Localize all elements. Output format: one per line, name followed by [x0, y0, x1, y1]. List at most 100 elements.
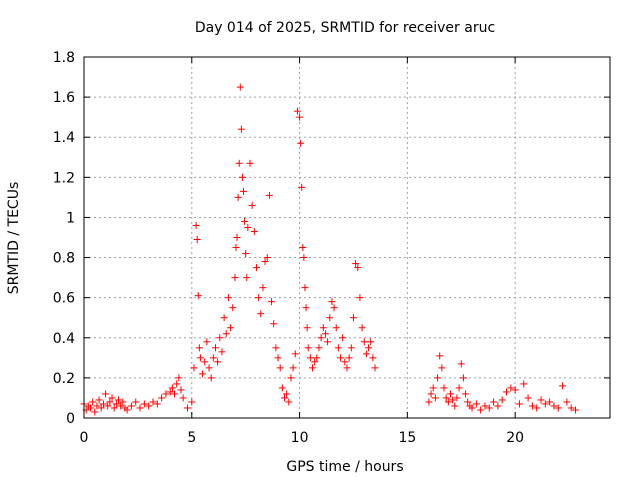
x-axis-label: GPS time / hours: [286, 459, 403, 475]
data-point: [429, 384, 437, 392]
data-point: [354, 264, 362, 272]
data-point: [554, 404, 562, 412]
data-point: [218, 348, 226, 356]
data-points: [80, 83, 580, 416]
y-tick-label: 1.6: [53, 90, 75, 106]
data-point: [285, 398, 293, 406]
data-point: [132, 398, 140, 406]
chart-title: Day 014 of 2025, SRMTID for receiver aru…: [195, 20, 495, 36]
data-point: [303, 324, 311, 332]
data-point: [140, 400, 148, 408]
data-point: [287, 374, 295, 382]
data-point: [224, 294, 232, 302]
data-point: [168, 384, 176, 392]
data-point: [243, 274, 251, 282]
data-point: [246, 159, 254, 167]
data-point: [304, 344, 312, 352]
data-point: [349, 314, 357, 322]
data-point: [153, 400, 161, 408]
data-point: [263, 254, 271, 262]
data-point: [179, 394, 187, 402]
data-point: [145, 402, 153, 410]
data-point: [188, 398, 196, 406]
data-point: [237, 125, 245, 133]
data-point: [455, 384, 463, 392]
data-point: [238, 173, 246, 181]
data-point: [341, 358, 349, 366]
data-point: [272, 344, 280, 352]
data-point: [166, 388, 174, 396]
data-point: [93, 402, 101, 410]
data-point: [352, 260, 360, 268]
data-point: [358, 324, 366, 332]
data-point: [369, 354, 377, 362]
data-point: [299, 244, 307, 252]
x-tick-label: 15: [398, 430, 416, 446]
data-point: [232, 244, 240, 252]
y-tick-label: 1.8: [53, 50, 75, 66]
data-point: [324, 338, 332, 346]
data-point: [214, 358, 222, 366]
data-point: [438, 364, 446, 372]
data-point: [347, 344, 355, 352]
data-point: [365, 344, 373, 352]
data-point: [436, 352, 444, 360]
data-point: [326, 314, 334, 322]
data-point: [177, 386, 185, 394]
x-tick-label: 20: [506, 430, 524, 446]
data-point: [446, 390, 454, 398]
data-point: [278, 384, 286, 392]
x-tick-label: 0: [80, 430, 89, 446]
data-point: [183, 404, 191, 412]
data-point: [280, 394, 288, 402]
data-point: [345, 354, 353, 362]
data-point: [276, 364, 284, 372]
data-point: [546, 398, 554, 406]
data-point: [301, 284, 309, 292]
data-point: [261, 258, 269, 266]
data-point: [257, 310, 265, 318]
data-point: [317, 334, 325, 342]
data-point: [110, 404, 118, 412]
data-point: [315, 344, 323, 352]
data-point: [231, 274, 239, 282]
data-point: [227, 324, 235, 332]
data-point: [91, 408, 99, 416]
data-point: [572, 406, 580, 414]
data-point: [468, 404, 476, 412]
data-point: [563, 398, 571, 406]
data-point: [444, 398, 452, 406]
data-point: [158, 394, 166, 402]
data-point: [524, 394, 532, 402]
data-point: [268, 298, 276, 306]
data-point: [311, 358, 319, 366]
data-point: [343, 364, 351, 372]
data-point: [99, 400, 107, 408]
data-point: [240, 187, 248, 195]
data-point: [89, 398, 97, 406]
data-point: [449, 396, 457, 404]
data-point: [86, 404, 94, 412]
data-point: [173, 380, 181, 388]
data-point: [528, 402, 536, 410]
data-point: [171, 390, 179, 398]
data-point: [462, 390, 470, 398]
data-point: [205, 364, 213, 372]
data-point: [567, 404, 575, 412]
data-point: [97, 404, 105, 412]
data-point: [123, 406, 131, 414]
data-point: [108, 394, 116, 402]
data-point: [199, 370, 207, 378]
data-point: [434, 374, 442, 382]
data-point: [440, 384, 448, 392]
data-point: [190, 364, 198, 372]
data-point: [95, 396, 103, 404]
data-point: [296, 113, 304, 121]
data-point: [321, 330, 329, 338]
data-point: [302, 304, 310, 312]
data-point: [162, 390, 170, 398]
data-point: [233, 234, 241, 241]
data-point: [235, 159, 243, 167]
data-point: [367, 338, 375, 346]
